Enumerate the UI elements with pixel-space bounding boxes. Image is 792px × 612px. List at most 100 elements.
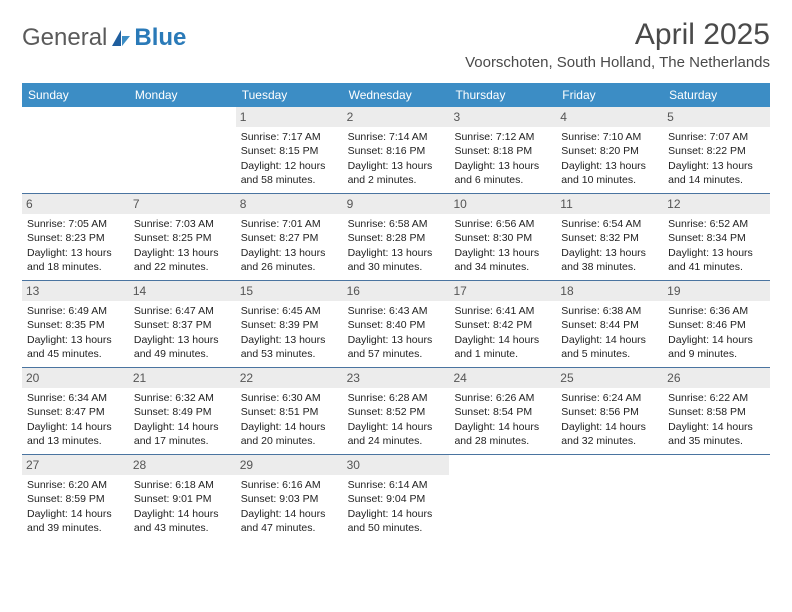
day-cell: 14Sunrise: 6:47 AMSunset: 8:37 PMDayligh… xyxy=(129,281,236,367)
weekday-header: Tuesday xyxy=(236,83,343,107)
day-info-line: and 49 minutes. xyxy=(134,347,231,361)
day-info-line: Daylight: 14 hours xyxy=(561,420,658,434)
day-info-line: and 1 minute. xyxy=(454,347,551,361)
weekday-header: Thursday xyxy=(449,83,556,107)
week-row: 27Sunrise: 6:20 AMSunset: 8:59 PMDayligh… xyxy=(22,455,770,541)
day-cell: 19Sunrise: 6:36 AMSunset: 8:46 PMDayligh… xyxy=(663,281,770,367)
day-cell: 24Sunrise: 6:26 AMSunset: 8:54 PMDayligh… xyxy=(449,368,556,454)
day-number: 17 xyxy=(449,281,556,301)
day-info-line: Daylight: 13 hours xyxy=(27,246,124,260)
day-number: 16 xyxy=(343,281,450,301)
day-info-line: Sunrise: 6:16 AM xyxy=(241,478,338,492)
day-cell: 6Sunrise: 7:05 AMSunset: 8:23 PMDaylight… xyxy=(22,194,129,280)
day-info-line: and 24 minutes. xyxy=(348,434,445,448)
day-info-line: Sunset: 8:44 PM xyxy=(561,318,658,332)
day-info-line: Sunrise: 6:34 AM xyxy=(27,391,124,405)
day-number: 22 xyxy=(236,368,343,388)
day-info-line: Sunrise: 6:24 AM xyxy=(561,391,658,405)
day-info-line: Sunrise: 6:20 AM xyxy=(27,478,124,492)
day-info-line: Daylight: 14 hours xyxy=(668,333,765,347)
day-info-line: Daylight: 13 hours xyxy=(348,333,445,347)
day-number: 11 xyxy=(556,194,663,214)
day-info-line: Sunset: 8:56 PM xyxy=(561,405,658,419)
sail-icon xyxy=(110,28,132,48)
day-cell: 16 Sunrise: 6:43 AMSunset: 8:40 PMDayligh… xyxy=(343,281,450,367)
day-number: 28 xyxy=(129,455,236,475)
day-number: 7 xyxy=(129,194,236,214)
day-info-line: Daylight: 13 hours xyxy=(454,159,551,173)
day-cell: 25Sunrise: 6:24 AMSunset: 8:56 PMDayligh… xyxy=(556,368,663,454)
day-cell xyxy=(129,107,236,193)
day-info-line: Sunset: 8:25 PM xyxy=(134,231,231,245)
day-cell: 21Sunrise: 6:32 AMSunset: 8:49 PMDayligh… xyxy=(129,368,236,454)
day-info-line: and 6 minutes. xyxy=(454,173,551,187)
title-block: April 2025 Voorschoten, South Holland, T… xyxy=(465,18,770,77)
day-info-line: Sunrise: 6:45 AM xyxy=(241,304,338,318)
day-number: 13 xyxy=(22,281,129,301)
day-info-line: and 41 minutes. xyxy=(668,260,765,274)
day-info-line: and 14 minutes. xyxy=(668,173,765,187)
day-info-line: and 20 minutes. xyxy=(241,434,338,448)
day-info-line: Sunset: 8:49 PM xyxy=(134,405,231,419)
day-info-line: Sunrise: 7:05 AM xyxy=(27,217,124,231)
day-cell: 20Sunrise: 6:34 AMSunset: 8:47 PMDayligh… xyxy=(22,368,129,454)
day-number: 19 xyxy=(663,281,770,301)
day-number: 6 xyxy=(22,194,129,214)
day-info-line: Sunrise: 6:54 AM xyxy=(561,217,658,231)
day-info-line: and 45 minutes. xyxy=(27,347,124,361)
day-info-line: Daylight: 13 hours xyxy=(27,333,124,347)
day-info-line: Sunrise: 6:32 AM xyxy=(134,391,231,405)
weekday-header: Monday xyxy=(129,83,236,107)
weekday-header: Friday xyxy=(556,83,663,107)
day-info-line: and 26 minutes. xyxy=(241,260,338,274)
day-info-line: Sunset: 8:15 PM xyxy=(241,144,338,158)
day-info-line: Sunrise: 6:49 AM xyxy=(27,304,124,318)
day-info-line: Daylight: 13 hours xyxy=(668,159,765,173)
day-info-line: Daylight: 13 hours xyxy=(241,333,338,347)
day-number: 14 xyxy=(129,281,236,301)
day-info-line: and 57 minutes. xyxy=(348,347,445,361)
day-cell: 1Sunrise: 7:17 AMSunset: 8:15 PMDaylight… xyxy=(236,107,343,193)
day-info-line: Sunset: 8:16 PM xyxy=(348,144,445,158)
day-info-line: Daylight: 12 hours xyxy=(241,159,338,173)
day-info-line: Sunset: 8:58 PM xyxy=(668,405,765,419)
day-info-line: Daylight: 14 hours xyxy=(134,420,231,434)
day-number: 18 xyxy=(556,281,663,301)
day-info-line: Daylight: 13 hours xyxy=(241,246,338,260)
day-info-line: Sunrise: 6:43 AM xyxy=(348,304,445,318)
day-info-line: and 10 minutes. xyxy=(561,173,658,187)
day-info-line: and 30 minutes. xyxy=(348,260,445,274)
day-info-line: Sunrise: 7:14 AM xyxy=(348,130,445,144)
day-info-line: Sunset: 9:03 PM xyxy=(241,492,338,506)
day-info-line: Sunset: 8:51 PM xyxy=(241,405,338,419)
day-info-line: Sunrise: 7:03 AM xyxy=(134,217,231,231)
page-header: General Blue April 2025 Voorschoten, Sou… xyxy=(22,18,770,77)
day-info-line: Sunset: 8:30 PM xyxy=(454,231,551,245)
day-number: 3 xyxy=(449,107,556,127)
day-info-line: and 17 minutes. xyxy=(134,434,231,448)
day-cell: 7Sunrise: 7:03 AMSunset: 8:25 PMDaylight… xyxy=(129,194,236,280)
day-number: 8 xyxy=(236,194,343,214)
day-info-line: and 13 minutes. xyxy=(27,434,124,448)
day-number: 30 xyxy=(343,455,450,475)
day-info-line: Sunset: 8:40 PM xyxy=(348,318,445,332)
weekday-header: Saturday xyxy=(663,83,770,107)
day-info-line: Daylight: 14 hours xyxy=(668,420,765,434)
day-info-line: and 32 minutes. xyxy=(561,434,658,448)
day-info-line: Sunset: 9:04 PM xyxy=(348,492,445,506)
day-cell xyxy=(663,455,770,541)
day-info-line: and 34 minutes. xyxy=(454,260,551,274)
day-info-line: Sunrise: 6:14 AM xyxy=(348,478,445,492)
day-info-line: and 53 minutes. xyxy=(241,347,338,361)
location-subtitle: Voorschoten, South Holland, The Netherla… xyxy=(465,54,770,71)
day-info-line: Daylight: 13 hours xyxy=(134,333,231,347)
day-info-line: and 2 minutes. xyxy=(348,173,445,187)
day-info-line: Sunset: 8:35 PM xyxy=(27,318,124,332)
day-number: 24 xyxy=(449,368,556,388)
day-info-line: Sunrise: 6:47 AM xyxy=(134,304,231,318)
weekday-header: Sunday xyxy=(22,83,129,107)
day-cell: 15Sunrise: 6:45 AMSunset: 8:39 PMDayligh… xyxy=(236,281,343,367)
day-number: 15 xyxy=(236,281,343,301)
day-info-line: Daylight: 14 hours xyxy=(241,420,338,434)
day-info-line: and 58 minutes. xyxy=(241,173,338,187)
